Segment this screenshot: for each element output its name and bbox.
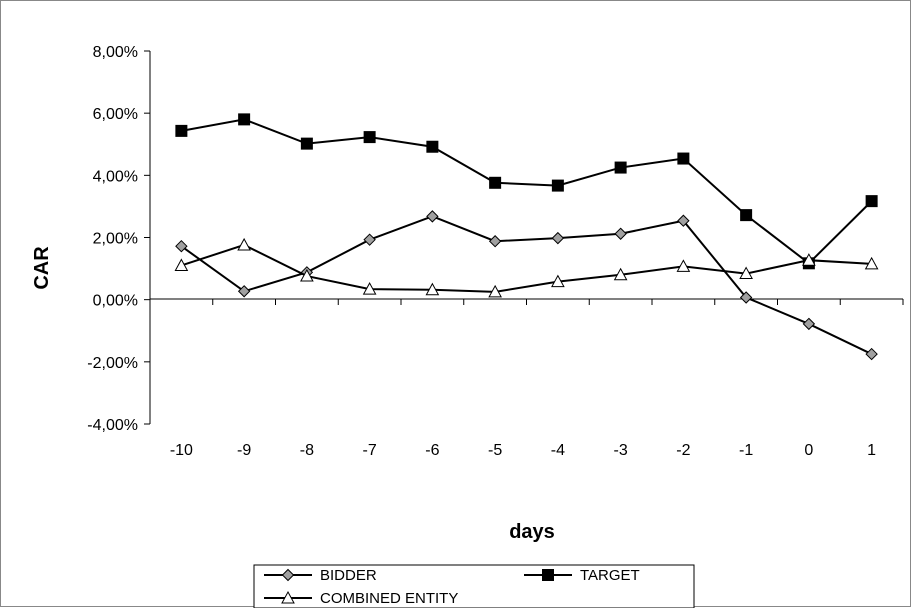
data-point-target [238,113,251,126]
x-tick-label: -9 [237,442,251,459]
data-point-combined-entity [802,253,816,266]
data-point-combined-entity [613,267,628,281]
series-line-combined-entity [181,243,872,293]
data-point-combined-entity [425,282,440,296]
data-point-combined-entity [739,266,753,280]
legend-box [253,564,695,608]
x-tick-label: -7 [363,442,377,459]
legend-marker-combined-entity [281,590,295,604]
data-point-bidder [363,233,376,246]
x-tick-label: -6 [425,442,439,459]
data-point-combined-entity [174,258,189,271]
y-axis: 8,00% 6,00% 4,00% 2,00% 0,00% -2,00% -4,00% [87,44,151,434]
y-tick-label: -2,00% [87,355,138,372]
y-tick-label: 6,00% [93,106,138,123]
data-point-combined-entity [676,259,691,272]
y-axis-title: CAR [31,246,53,290]
data-point-target [426,140,439,153]
data-point-bidder [488,235,502,248]
data-point-bidder [614,227,627,240]
legend-label-combined-entity: COMBINED ENTITY [320,590,458,607]
x-tick-label: 1 [867,442,876,459]
data-point-target [677,152,690,165]
data-point-bidder [802,317,816,331]
x-tick-label: -4 [551,442,565,459]
data-point-target [614,161,627,174]
data-point-bidder [551,231,565,245]
series-line-bidder [180,215,873,355]
data-point-bidder [237,285,251,298]
y-tick-label: 0,00% [93,293,138,310]
legend-label-bidder: BIDDER [320,567,377,584]
legend-marker-target [542,569,554,581]
x-tick-label: -2 [676,442,690,459]
series-lines [174,113,879,361]
y-tick-label: 2,00% [93,231,138,248]
y-tick-label: 8,00% [93,44,138,61]
data-point-bidder [426,210,439,223]
data-point-combined-entity [362,282,377,295]
x-axis: -10 -9 -8 -7 -6 -5 -4 -3 -2 -1 0 1 [149,298,904,459]
data-point-target [363,131,376,144]
data-point-combined-entity [864,256,879,270]
y-tick-label: -4,00% [87,417,138,434]
x-tick-label: -3 [614,442,628,459]
data-point-combined-entity [551,274,565,288]
y-tick-label: 4,00% [93,168,138,185]
data-point-combined-entity [488,284,502,298]
legend-marker-bidder [281,568,295,582]
data-point-combined-entity [300,268,314,282]
legend-label-target: TARGET [580,567,640,584]
x-tick-label: -8 [300,442,314,459]
x-axis-title: days [509,521,555,543]
series-line-target [181,118,873,265]
data-point-bidder [175,239,188,253]
data-point-bidder [677,214,690,227]
data-point-target [865,195,878,208]
x-tick-label: -1 [739,442,753,459]
data-point-target [175,124,188,137]
data-point-target [489,176,502,189]
data-point-target [551,179,564,192]
data-point-target [300,137,313,150]
data-point-target [740,209,753,222]
x-tick-label: 0 [804,442,813,459]
data-point-combined-entity [237,237,251,251]
legend: BIDDER TARGET COMBINED ENTITY [253,564,695,608]
data-point-bidder [739,291,753,304]
x-tick-label: -10 [170,442,193,459]
x-tick-label: -5 [488,442,502,459]
data-point-bidder [865,347,878,361]
